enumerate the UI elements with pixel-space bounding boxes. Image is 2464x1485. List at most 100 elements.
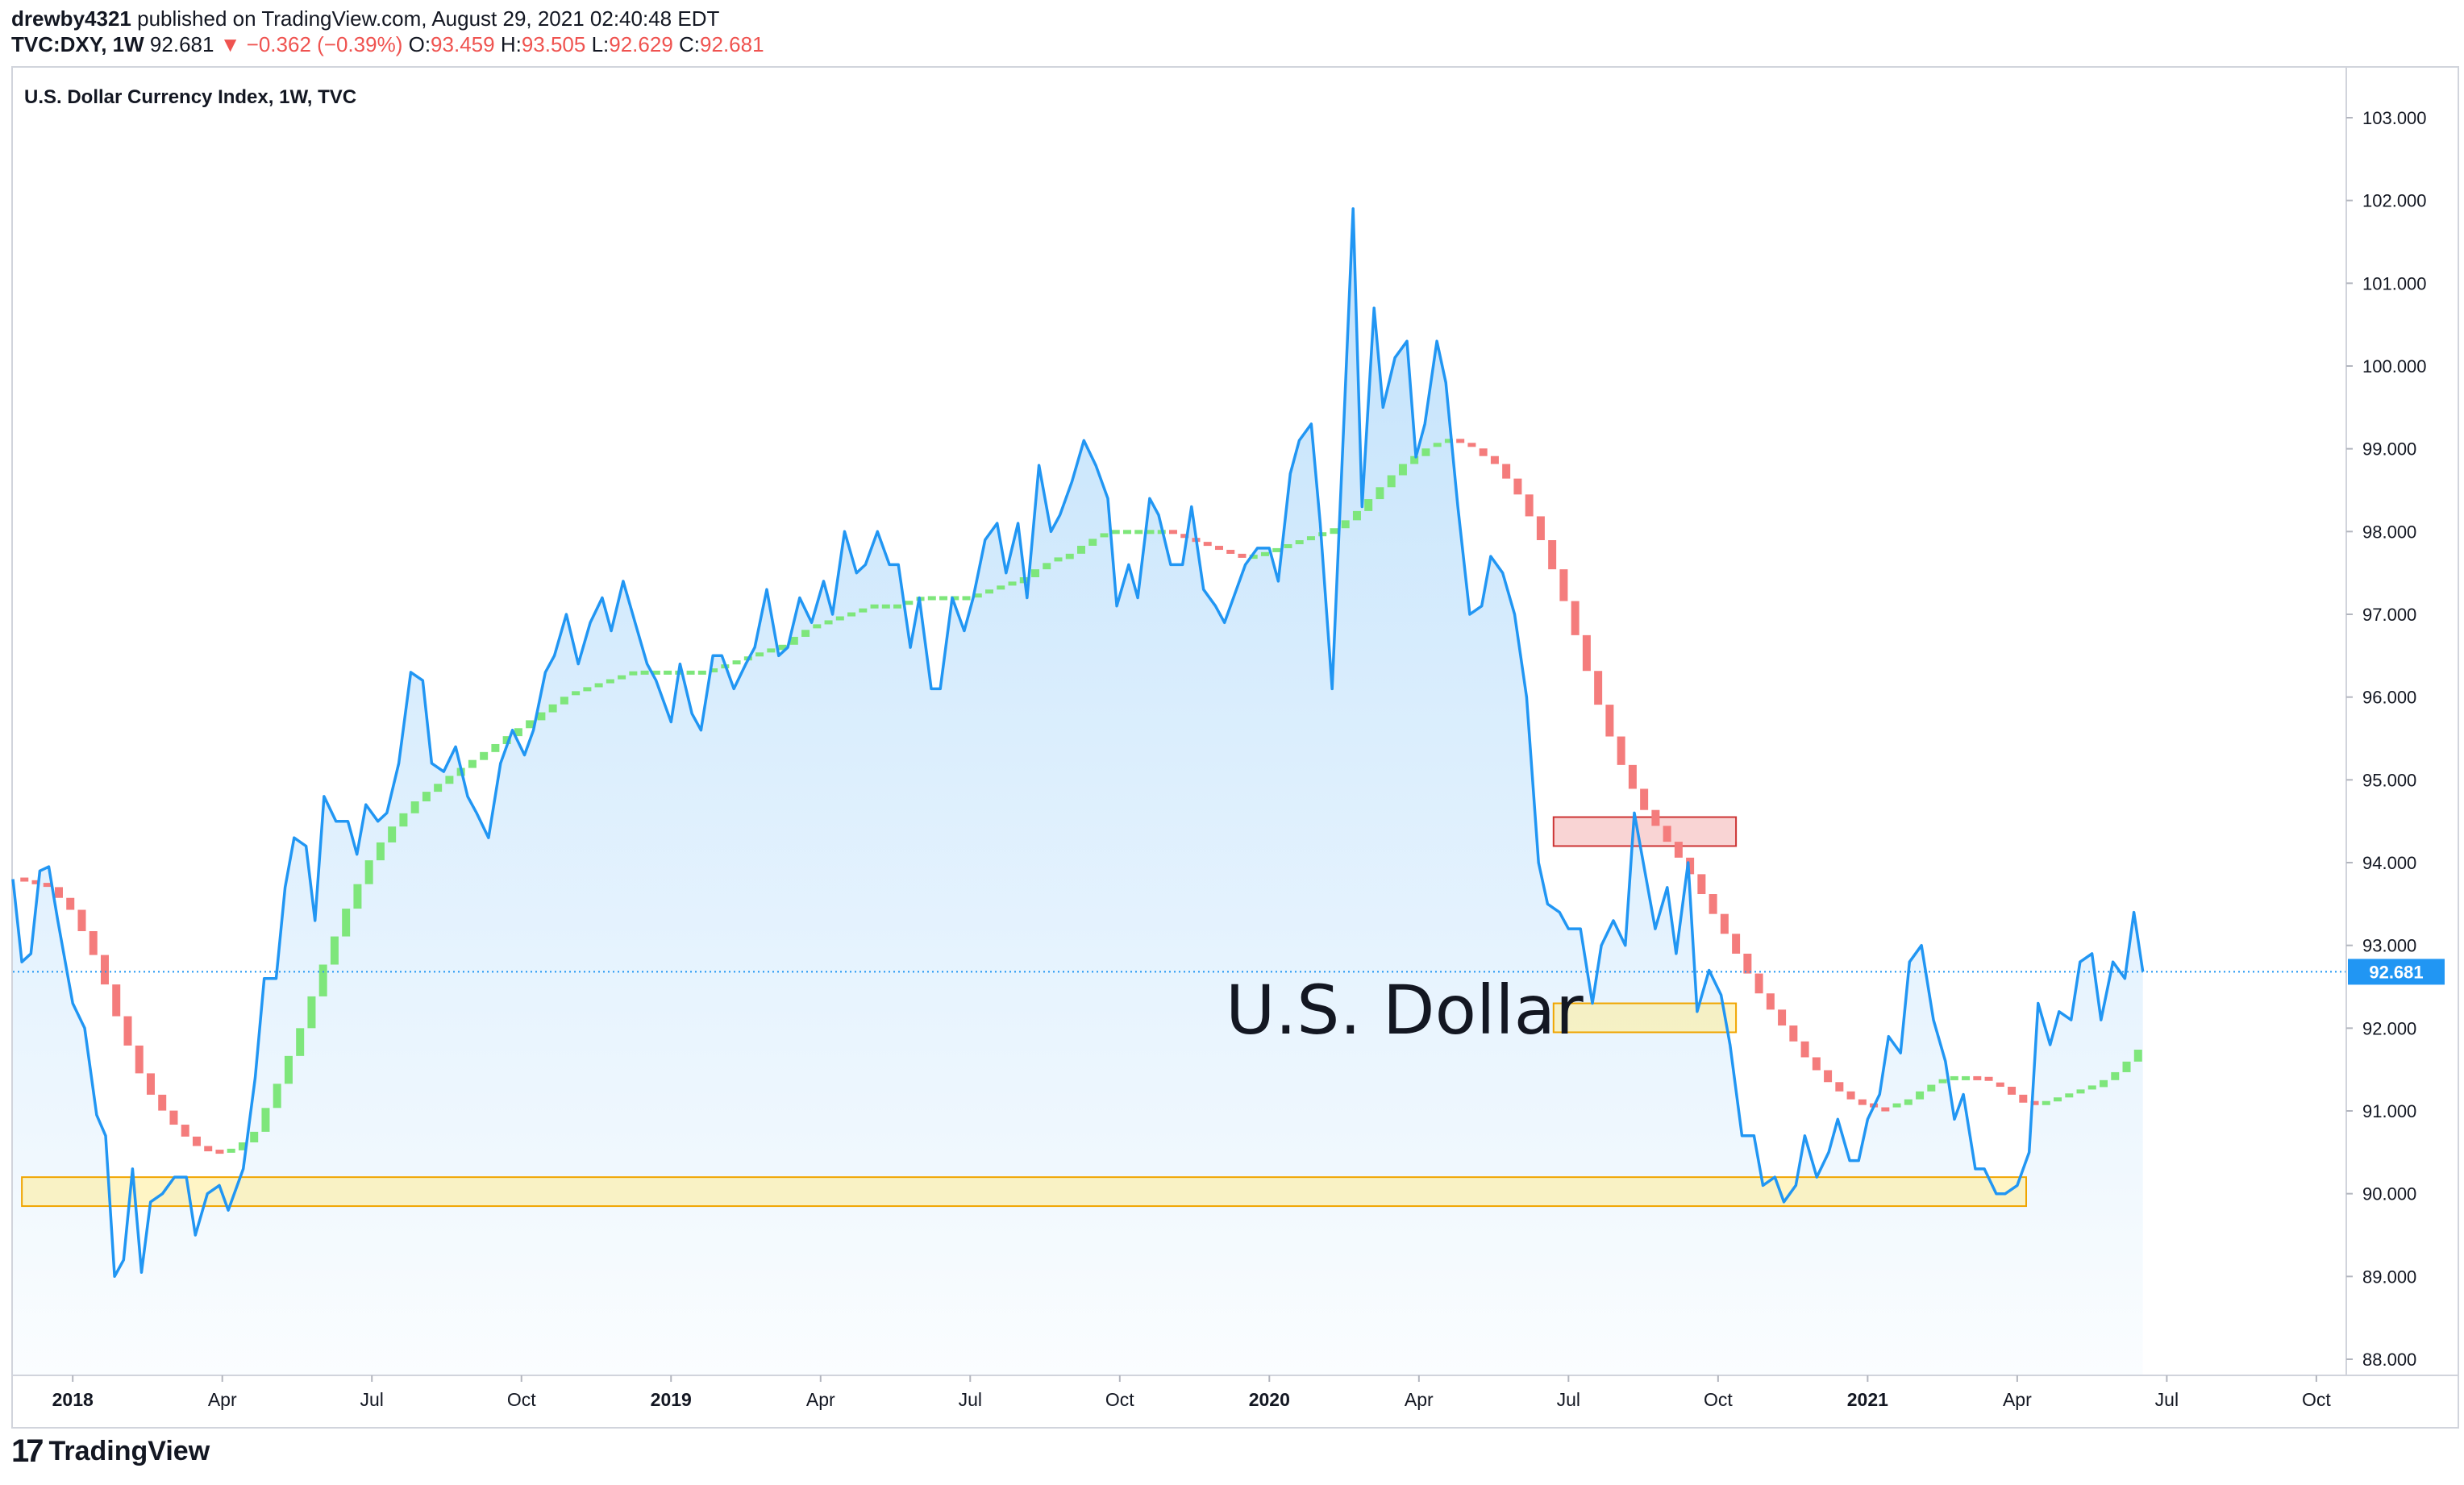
trend-step-up	[835, 616, 844, 621]
trend-step-up	[1398, 464, 1407, 476]
trend-step-up	[686, 670, 695, 675]
chart-annotation: U.S. Dollar	[1226, 971, 1584, 1050]
trend-step-up	[951, 596, 959, 601]
trend-step-up	[388, 826, 397, 842]
y-tick-label: 97.000	[2362, 605, 2416, 625]
trend-step-down	[1456, 439, 1465, 443]
last-price: 92.681	[149, 32, 214, 56]
trend-step-down	[77, 909, 86, 932]
trend-step-up	[1088, 539, 1097, 546]
trend-step-down	[54, 887, 63, 898]
y-tick-label: 99.000	[2362, 439, 2416, 460]
x-tick-label: Oct	[507, 1389, 536, 1410]
trend-step-up	[480, 751, 489, 760]
trend-step-up	[927, 596, 936, 601]
trend-step-up	[629, 671, 638, 676]
trend-step-up	[2122, 1061, 2131, 1072]
last-price-label: 92.681	[2369, 962, 2423, 982]
x-tick-label: 2021	[1847, 1389, 1888, 1410]
trend-step-up	[1352, 510, 1361, 521]
trend-step-down	[1214, 546, 1223, 551]
trend-step-up	[847, 612, 856, 617]
trend-step-down	[1789, 1025, 1798, 1042]
trend-step-down	[1743, 953, 1752, 974]
trend-step-up	[434, 784, 443, 792]
trend-step-down	[1754, 973, 1763, 994]
trend-step-down	[1858, 1099, 1867, 1105]
trend-step-up	[491, 743, 500, 752]
x-tick-label: Jul	[360, 1389, 384, 1410]
trend-step-up	[1892, 1103, 1901, 1108]
trend-step-down	[1582, 634, 1591, 672]
x-tick-label: Apr	[208, 1389, 237, 1410]
trend-step-down	[2019, 1094, 2028, 1103]
trend-step-down	[1824, 1070, 1833, 1083]
trend-step-up	[651, 670, 660, 675]
y-tick-label: 94.000	[2362, 853, 2416, 873]
trend-step-up	[1008, 581, 1017, 586]
trend-step-up	[939, 596, 948, 601]
trend-step-up	[1054, 557, 1063, 562]
x-tick-label: Apr	[2003, 1389, 2032, 1410]
trend-step-down	[2008, 1087, 2017, 1095]
trend-step-up	[881, 604, 890, 609]
trend-step-up	[445, 776, 454, 784]
trend-step-up	[778, 644, 787, 651]
trend-step-down	[1168, 530, 1177, 535]
resistance-zone	[1552, 816, 1738, 847]
trend-step-down	[1732, 934, 1741, 954]
trend-step-up	[801, 630, 810, 637]
author-name[interactable]: drewby4321	[11, 6, 131, 31]
trend-step-up	[2133, 1050, 2142, 1062]
trend-step-up	[422, 792, 431, 802]
trend-step-up	[468, 759, 477, 768]
trend-step-down	[31, 880, 40, 884]
trend-step-down	[1984, 1076, 1993, 1081]
trend-step-down	[1238, 553, 1247, 558]
trend-step-up	[870, 604, 879, 609]
trend-step-down	[1502, 464, 1511, 479]
trend-step-down	[169, 1110, 178, 1125]
tradingview-logo-icon: 17	[11, 1433, 44, 1469]
trend-step-up	[1387, 475, 1396, 488]
trend-step-down	[1973, 1075, 1982, 1080]
publish-info: drewby4321 published on TradingView.com,…	[11, 6, 719, 31]
chart-title: U.S. Dollar Currency Index, 1W, TVC	[24, 86, 356, 108]
trend-step-up	[824, 620, 833, 625]
trend-step-up	[342, 909, 351, 937]
trend-step-up	[618, 675, 626, 680]
trend-step-up	[2054, 1097, 2062, 1102]
y-tick-label: 98.000	[2362, 522, 2416, 542]
trend-step-up	[273, 1084, 281, 1109]
trend-step-up	[250, 1131, 259, 1143]
trend-step-down	[20, 877, 29, 882]
trend-step-up	[1065, 553, 1074, 559]
price-area-fill	[13, 208, 2143, 1375]
trend-step-up	[364, 860, 373, 884]
y-tick-label: 90.000	[2362, 1184, 2416, 1204]
y-tick-label: 89.000	[2362, 1267, 2416, 1287]
trend-step-down	[1203, 542, 1212, 547]
published-text: published on TradingView.com, August 29,…	[137, 6, 720, 31]
trend-step-down	[1663, 826, 1671, 842]
trend-step-up	[962, 596, 971, 601]
trend-step-up	[1341, 520, 1350, 529]
trend-step-down	[43, 883, 52, 888]
trend-step-up	[1410, 455, 1419, 464]
trend-step-down	[1605, 705, 1614, 737]
trend-step-down	[89, 931, 98, 955]
tradingview-footer[interactable]: 17 TradingView	[11, 1433, 210, 1470]
trend-step-up	[1421, 448, 1430, 456]
trend-step-up	[560, 697, 568, 705]
trend-step-down	[1778, 1009, 1787, 1026]
trend-step-up	[789, 636, 798, 645]
trend-step-up	[238, 1142, 247, 1150]
x-tick-label: Jul	[2155, 1389, 2179, 1410]
trend-step-down	[181, 1125, 189, 1137]
trend-step-up	[1295, 540, 1304, 545]
trend-step-up	[307, 996, 316, 1029]
trend-step-down	[1536, 516, 1545, 541]
trend-step-up	[859, 608, 868, 613]
trend-step-up	[1249, 555, 1258, 559]
